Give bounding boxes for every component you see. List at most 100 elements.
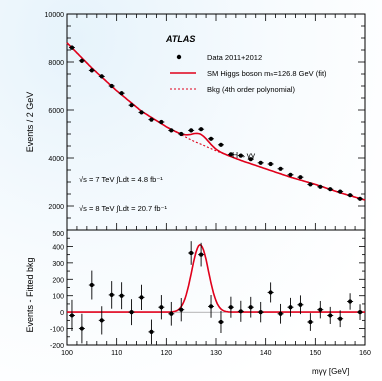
y-tick-label-res: 100 xyxy=(52,294,64,301)
x-tick-label: 130 xyxy=(210,350,222,357)
main-data-point xyxy=(199,127,204,132)
main-data-point xyxy=(278,166,283,171)
residual-data-point xyxy=(228,305,233,310)
residual-data-point xyxy=(69,313,75,318)
main-data-point xyxy=(228,152,233,157)
main-data-point xyxy=(238,153,243,158)
legend-label-signal: SM Higgs boson mₕ=126.8 GeV (fit) xyxy=(207,69,327,78)
main-data-point xyxy=(169,128,174,133)
residual-data-point xyxy=(357,310,363,315)
residual-data-point xyxy=(139,295,144,300)
y-tick-label-main: 10000 xyxy=(45,12,65,19)
main-data-point xyxy=(179,131,184,137)
main-data-point xyxy=(189,128,194,133)
main-data-point xyxy=(318,184,323,189)
main-data-point xyxy=(298,175,303,180)
residual-data-point xyxy=(149,329,154,334)
y-tick-label-res: 200 xyxy=(52,277,64,284)
main-data-point xyxy=(99,74,104,79)
residual-data-point xyxy=(179,307,184,312)
main-data-point xyxy=(268,161,273,167)
residual-data-point xyxy=(288,305,293,310)
y-axis-title-main: Events / 2 GeV xyxy=(25,92,35,153)
y-tick-label-main: 4000 xyxy=(48,156,64,163)
main-data-point xyxy=(159,119,164,125)
residual-data-point xyxy=(218,319,224,325)
main-data-point xyxy=(119,91,124,96)
y-tick-label-res: 0 xyxy=(60,310,64,317)
residual-data-point xyxy=(308,319,313,325)
residual-data-point xyxy=(189,250,194,256)
main-data-point xyxy=(308,182,313,187)
x-tick-label: 100 xyxy=(61,350,73,357)
residual-data-point xyxy=(268,290,273,295)
residual-data-point xyxy=(258,310,263,315)
x-axis-title: mγγ [GeV] xyxy=(312,367,349,376)
main-data-point xyxy=(218,142,224,147)
lumi-label-8tev: √s = 8 TeV ∫Ldt = 20.7 fb⁻¹ xyxy=(79,204,167,213)
residual-data-point xyxy=(348,299,353,304)
main-data-point xyxy=(357,196,363,201)
main-data-point xyxy=(149,117,154,122)
y-tick-label-res: 300 xyxy=(52,261,64,268)
residual-data-point xyxy=(248,305,253,310)
residual-data-point xyxy=(338,316,343,321)
y-tick-label-main: 8000 xyxy=(48,60,64,67)
lumi-label-7tev: √s = 7 TeV ∫Ldt = 4.8 fb⁻¹ xyxy=(79,175,163,184)
x-tick-label: 120 xyxy=(160,350,172,357)
x-tick-label: 110 xyxy=(111,350,122,357)
residual-data-point xyxy=(208,304,214,309)
residual-data-point xyxy=(199,252,204,257)
legend-marker-data xyxy=(176,54,182,60)
residual-data-point xyxy=(119,293,124,298)
y-tick-label-res: 500 xyxy=(52,231,64,238)
main-panel-frame xyxy=(66,13,366,231)
data-points xyxy=(68,45,364,345)
main-data-point xyxy=(89,68,94,73)
y-tick-label-main: 6000 xyxy=(48,108,64,115)
residual-data-point xyxy=(278,311,283,316)
signal-fit-curve xyxy=(66,42,366,201)
main-data-point xyxy=(129,103,134,108)
residual-data-point xyxy=(169,311,174,316)
residual-data-point xyxy=(328,313,333,318)
residual-data-point xyxy=(129,310,134,315)
main-data-point xyxy=(69,45,75,50)
main-data-point xyxy=(139,110,144,115)
y-tick-label-res: -100 xyxy=(50,327,64,334)
main-data-point xyxy=(79,58,84,63)
residual-data-point xyxy=(99,318,104,323)
main-data-point xyxy=(348,193,353,198)
legend-label-data: Data 2011+2012 xyxy=(207,53,262,62)
y-axis-title-res: Events - Fitted bkg xyxy=(25,257,35,332)
main-data-point xyxy=(208,136,214,141)
channel-label: H→γγ xyxy=(232,150,256,160)
y-tick-label-res: -200 xyxy=(50,343,64,350)
axis-ticks xyxy=(66,13,366,346)
main-data-point xyxy=(338,189,343,194)
main-data-point xyxy=(328,187,333,192)
experiment-label: ATLAS xyxy=(165,34,195,44)
residual-data-point xyxy=(298,302,303,307)
fit-curves xyxy=(66,42,366,313)
x-tick-label: 150 xyxy=(309,350,321,357)
residual-data-point xyxy=(109,292,114,297)
legend-label-bkg: Bkg (4th order polynomial) xyxy=(207,85,295,94)
residual-data-point xyxy=(238,309,243,314)
x-tick-label: 160 xyxy=(359,350,371,357)
residual-data-point xyxy=(89,282,94,288)
y-tick-label-main: 2000 xyxy=(48,204,64,211)
main-data-point xyxy=(288,172,293,177)
y-tick-label-res: 400 xyxy=(52,244,64,251)
residual-data-point xyxy=(318,307,323,312)
residual-signal-curve xyxy=(67,243,365,313)
chart-labels: 2000 4000 6000 8000 10000 -200 -100 0 100 200 300 4… xyxy=(25,12,371,376)
residual-data-point xyxy=(159,305,164,310)
main-data-point xyxy=(248,157,253,162)
main-data-point xyxy=(258,160,263,165)
residual-data-point xyxy=(79,326,84,331)
main-data-point xyxy=(109,83,114,89)
x-tick-label: 140 xyxy=(260,350,272,357)
